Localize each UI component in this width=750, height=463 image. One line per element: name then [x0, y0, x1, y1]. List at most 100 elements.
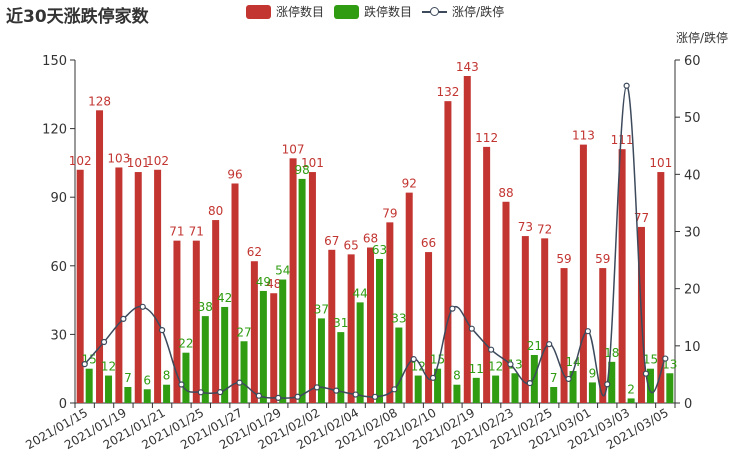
bar-down	[279, 279, 287, 403]
bar-up-label: 65	[344, 238, 359, 252]
ratio-point	[565, 375, 572, 383]
ratio-point	[236, 379, 243, 386]
bar-down	[124, 386, 132, 403]
bar-down	[472, 377, 480, 403]
bar-down-label: 8	[163, 369, 171, 383]
bar-down	[530, 354, 538, 403]
ratio-point	[158, 327, 166, 334]
bar-up-label: 67	[324, 234, 339, 248]
bar-down-label: 42	[217, 291, 232, 305]
bar-down-label: 63	[372, 243, 387, 257]
legend-swatch-down	[334, 4, 360, 19]
legend-item-up[interactable]: 涨停数目	[246, 3, 324, 20]
bar-up-label: 102	[146, 154, 169, 168]
bar-down	[414, 375, 422, 403]
bar-up	[134, 172, 142, 403]
bar-down	[511, 373, 519, 403]
y-right-tick-label: 50	[684, 111, 701, 126]
ratio-line	[84, 84, 666, 399]
ratio-point	[371, 393, 379, 400]
bar-up	[289, 158, 297, 403]
legend: 涨停数目 跌停数目 涨停/跌停	[246, 3, 504, 20]
bar-down-label: 6	[143, 373, 151, 387]
bar-down-label: 2	[627, 382, 635, 396]
ratio-point	[546, 341, 553, 348]
bar-up	[96, 110, 104, 403]
bar-down-label: 33	[391, 312, 406, 326]
bar-up-label: 128	[88, 94, 111, 108]
y-right-tick-label: 30	[684, 226, 701, 241]
bar-down-label: 38	[198, 300, 213, 314]
ratio-point	[313, 384, 321, 391]
y-right-tick-label: 10	[684, 340, 701, 355]
bar-down-label: 9	[589, 366, 597, 380]
ratio-point	[662, 355, 669, 362]
bar-up-label: 101	[127, 156, 150, 170]
ratio-point	[197, 389, 204, 396]
ratio-point	[81, 361, 88, 368]
bar-up-label: 59	[595, 252, 610, 266]
y-left-tick-label: 60	[50, 260, 67, 275]
bar-down-label: 37	[314, 302, 329, 316]
bar-up-label: 143	[456, 60, 479, 74]
bar-up	[444, 101, 452, 403]
bar-down	[85, 368, 93, 403]
bar-down	[550, 386, 558, 403]
ratio-point	[584, 328, 592, 335]
ratio-point	[100, 338, 108, 346]
bar-up-label: 111	[611, 133, 634, 147]
bar-up-label: 112	[475, 131, 498, 145]
y-left-tick-label: 90	[50, 191, 67, 206]
bar-up	[657, 172, 665, 403]
bar-down-label: 49	[256, 275, 271, 289]
bar-down-label: 12	[101, 360, 116, 374]
bar-down	[588, 382, 596, 403]
bar-down-label: 12	[488, 360, 503, 374]
bar-up-label: 92	[402, 177, 417, 191]
bar-down	[337, 332, 345, 403]
bar-down-label: 13	[507, 357, 522, 371]
bar-up-label: 66	[421, 236, 436, 250]
bar-down-label: 27	[236, 325, 251, 339]
ratio-point	[449, 305, 456, 312]
ratio-point	[391, 386, 398, 393]
legend-item-ratio[interactable]: 涨停/跌停	[422, 3, 504, 20]
bar-up	[270, 293, 278, 403]
ratio-point	[139, 303, 146, 310]
bar-up-label: 80	[208, 204, 223, 218]
y-left-tick-label: 120	[42, 123, 67, 138]
bar-up	[154, 169, 162, 403]
bar-up-label: 107	[282, 142, 305, 156]
bar-up-label: 72	[537, 222, 552, 236]
bar-down-label: 11	[469, 362, 484, 376]
y-left-tick-label: 0	[59, 397, 67, 412]
bar-down	[434, 368, 442, 403]
bar-down-label: 15	[643, 353, 658, 367]
bar-up-label: 48	[266, 277, 281, 291]
bar-up	[405, 192, 413, 403]
bar-down	[646, 368, 654, 403]
bar-down	[395, 327, 403, 403]
ratio-point	[333, 387, 340, 394]
legend-item-down[interactable]: 跌停数目	[334, 3, 412, 20]
bar-down	[356, 302, 364, 403]
ratio-point	[294, 393, 301, 400]
ratio-point	[275, 394, 282, 402]
bar-up-label: 71	[169, 225, 184, 239]
bar-up	[599, 268, 607, 403]
bar-down-label: 44	[353, 286, 368, 300]
ratio-point	[642, 370, 650, 377]
y-right-tick-label: 40	[684, 168, 701, 183]
bar-down	[298, 178, 306, 403]
ratio-point	[352, 391, 359, 398]
bar-up	[328, 249, 336, 403]
ratio-point	[410, 356, 417, 363]
bar-up-label: 132	[436, 85, 459, 99]
bar-up	[502, 201, 510, 403]
bar-up-label: 77	[634, 211, 649, 225]
chart-title: 近30天涨跌停家数	[6, 7, 149, 27]
bar-up	[483, 146, 491, 404]
bar-up-label: 101	[649, 156, 672, 170]
bar-up	[541, 238, 549, 403]
